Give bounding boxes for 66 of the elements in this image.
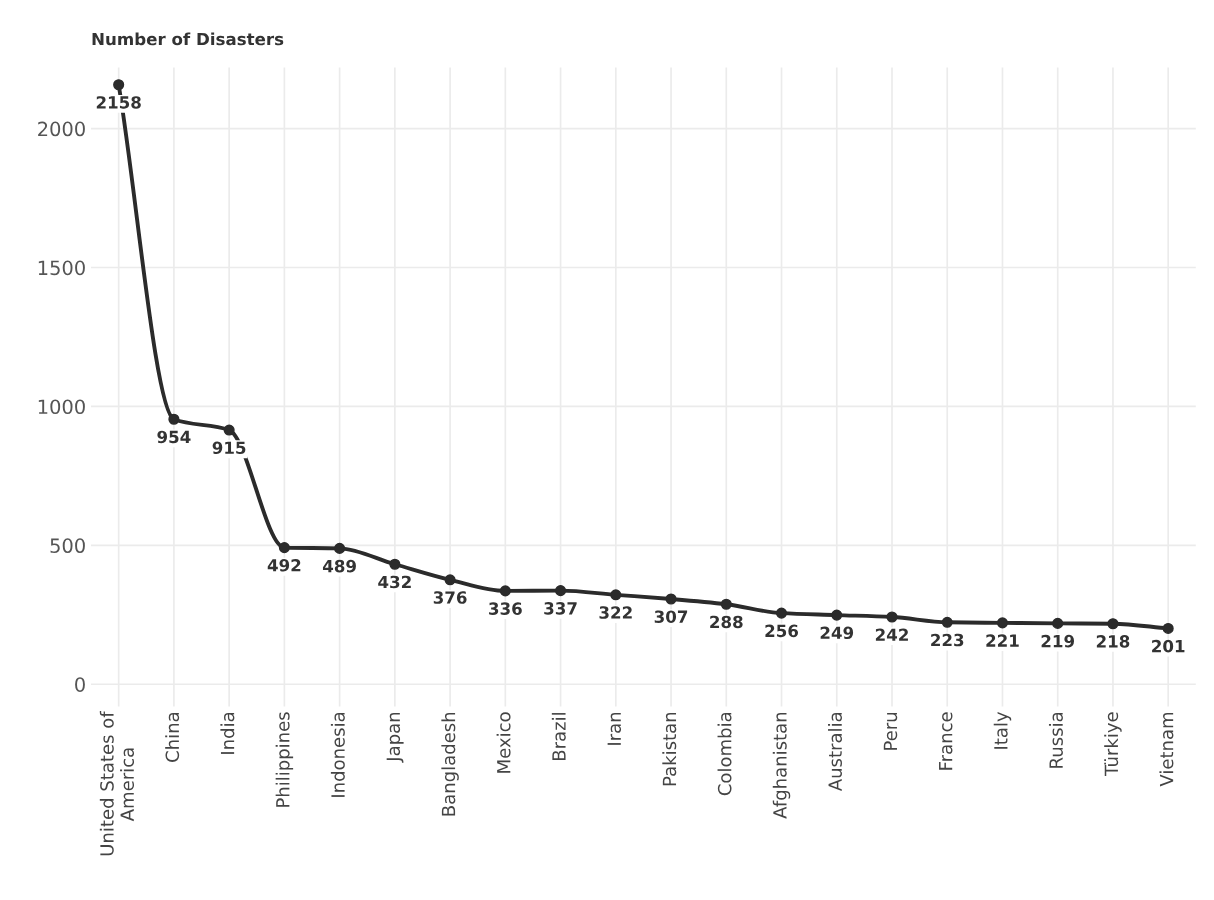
x-tick-label: Philippines <box>275 712 294 807</box>
data-label: 954 <box>157 430 191 444</box>
point <box>278 542 290 554</box>
data-label: 288 <box>710 615 743 629</box>
point <box>941 616 953 628</box>
y-tick-label: 2000 <box>38 121 85 137</box>
x-tick-label: Australia <box>828 713 842 792</box>
x-tick-label: Mexico <box>496 712 511 773</box>
data-label: 2158 <box>96 96 141 109</box>
point <box>555 585 567 597</box>
data-label: 376 <box>433 591 467 604</box>
point <box>1107 618 1119 630</box>
x-tick-label: Bangladesh <box>441 712 459 816</box>
x-tick-label: China <box>165 713 180 762</box>
point <box>775 607 788 619</box>
point <box>996 617 1009 629</box>
data-label: 915 <box>212 441 246 455</box>
x-tick-label: India <box>220 713 235 754</box>
data-label: 249 <box>820 626 854 640</box>
point <box>444 574 456 586</box>
data-label: 219 <box>1041 634 1075 648</box>
point <box>168 413 180 425</box>
x-tick-label: Pakistan <box>662 712 677 786</box>
data-label: 489 <box>322 559 356 573</box>
x-tick-label: Russia <box>1048 713 1063 768</box>
data-label: 223 <box>931 633 964 647</box>
x-tick-label: Vietnam <box>1159 712 1174 787</box>
x-tick-label: Türkiye <box>1104 712 1122 777</box>
data-label: 256 <box>765 624 799 638</box>
x-tick-label: Japan <box>386 712 404 763</box>
data-label: 492 <box>267 558 301 572</box>
x-tick-label: Afghanistan <box>772 712 791 819</box>
point <box>831 609 843 621</box>
x-tick-label: Peru <box>883 713 898 750</box>
data-label: 201 <box>1152 639 1185 653</box>
data-label: 218 <box>1096 635 1130 648</box>
data-label: 221 <box>986 634 1019 647</box>
data-label: 336 <box>489 602 522 615</box>
x-tick-label: Brazil <box>551 713 566 760</box>
point <box>113 79 125 91</box>
point <box>610 589 622 601</box>
data-label: 242 <box>875 628 908 641</box>
y-tick-label: 500 <box>50 538 85 554</box>
point <box>499 585 511 597</box>
x-tick-label: Colombia <box>717 713 732 796</box>
point <box>223 424 235 436</box>
point <box>665 593 677 605</box>
y-tick-label: 1000 <box>38 399 85 415</box>
point <box>1162 622 1174 634</box>
data-label: 432 <box>378 575 411 589</box>
x-tick-label: Indonesia <box>330 713 345 797</box>
data-label: 307 <box>654 610 688 623</box>
x-tick-label: United States of America <box>99 711 135 856</box>
point <box>1052 617 1064 629</box>
x-tick-label: Italy <box>993 711 1012 749</box>
point <box>720 598 732 610</box>
point <box>886 611 898 623</box>
y-axis-title: Number of Disasters <box>92 32 284 46</box>
y-tick-label: 0 <box>75 677 85 692</box>
point <box>389 558 401 570</box>
y-tick-label: 1500 <box>38 260 85 276</box>
x-tick-label: France <box>939 712 953 770</box>
data-label: 337 <box>544 602 577 615</box>
point <box>334 542 346 554</box>
data-label: 322 <box>599 606 632 619</box>
x-tick-label: Iran <box>607 712 622 745</box>
